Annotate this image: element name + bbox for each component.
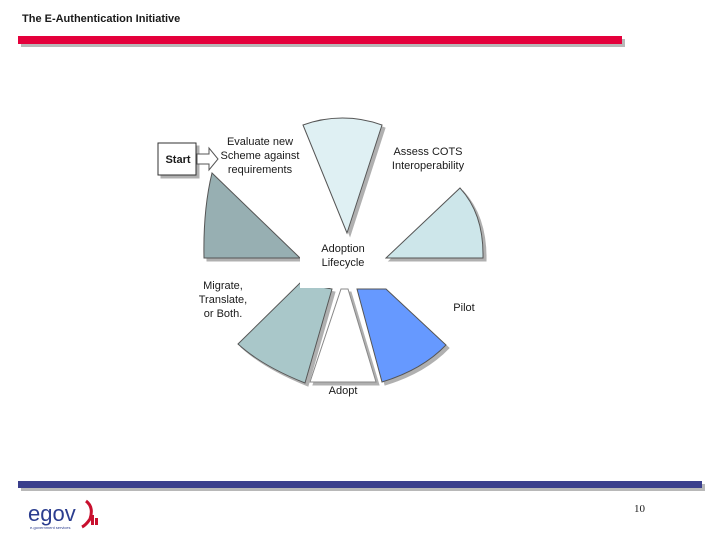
logo-bar-icon	[91, 515, 94, 525]
stage-evaluate-line2: Scheme against	[221, 150, 300, 162]
logo-tagline: e-government services	[30, 525, 70, 530]
petal-migrate	[237, 282, 333, 384]
petal-start-phase	[203, 172, 302, 259]
stage-evaluate-line3: requirements	[228, 164, 293, 176]
center-label-line2: Lifecycle	[322, 257, 365, 269]
egov-logo: egov e-government services	[28, 499, 98, 530]
petal-adopt	[309, 288, 377, 383]
start-arrow	[196, 146, 219, 172]
stage-adopt-label: Adopt	[329, 385, 358, 397]
stage-assess-line1: Assess COTS	[393, 146, 462, 158]
stage-assess-line2: Interoperability	[392, 160, 465, 172]
petal-pilot	[356, 288, 447, 383]
center-label-line1: Adoption	[321, 243, 364, 255]
start-label: Start	[165, 154, 190, 166]
start-box	[157, 142, 197, 176]
logo-text: egov	[28, 501, 76, 526]
footer-rule	[18, 481, 702, 488]
stage-pilot-label: Pilot	[453, 302, 474, 314]
stage-migrate-line2: Translate,	[199, 294, 248, 306]
page-number: 10	[634, 503, 645, 515]
stage-evaluate-line1: Evaluate new	[227, 136, 293, 148]
logo-bar-icon-2	[95, 518, 98, 525]
header-rule	[18, 36, 622, 44]
stage-migrate-line3: or Both.	[204, 308, 243, 320]
center-box	[300, 238, 385, 288]
petal-evaluate	[302, 117, 383, 235]
header-title: The E-Authentication Initiative	[22, 13, 181, 25]
adoption-lifecycle-diagram: Adoption Lifecycle Start Evaluate new Sc…	[157, 117, 484, 397]
logo-swoosh-icon	[81, 499, 93, 529]
petal-assess	[384, 187, 484, 259]
stage-migrate-line1: Migrate,	[203, 280, 243, 292]
